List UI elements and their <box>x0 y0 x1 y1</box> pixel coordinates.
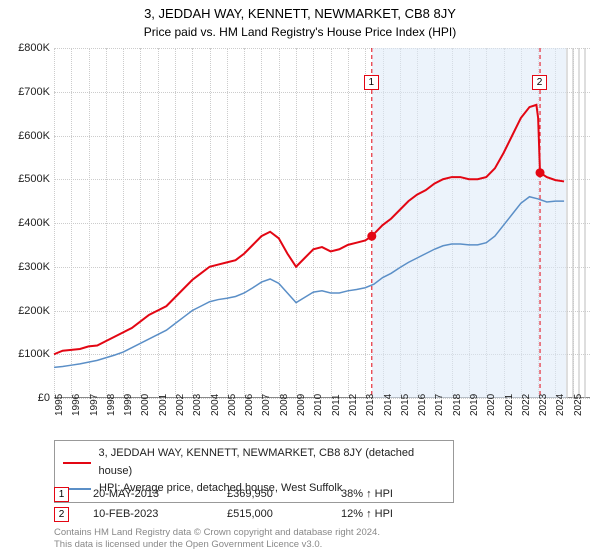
marker-pct: 12% ↑ HPI <box>341 508 451 520</box>
figure-root: 3, JEDDAH WAY, KENNETT, NEWMARKET, CB8 8… <box>0 0 600 560</box>
marker-box-icon: 1 <box>54 487 69 502</box>
legend-label: 3, JEDDAH WAY, KENNETT, NEWMARKET, CB8 8… <box>99 445 445 480</box>
x-tick-label: 2025 <box>573 394 600 416</box>
marker-table: 1 20-MAY-2013 £369,950 38% ↑ HPI 2 10-FE… <box>54 484 451 524</box>
title: 3, JEDDAH WAY, KENNETT, NEWMARKET, CB8 8… <box>0 0 600 21</box>
chart-marker-box: 1 <box>364 75 379 90</box>
y-tick-label: £800K <box>0 42 50 54</box>
legend-row: 3, JEDDAH WAY, KENNETT, NEWMARKET, CB8 8… <box>63 445 445 480</box>
legend-swatch <box>63 462 91 464</box>
chart-marker-box: 2 <box>532 75 547 90</box>
y-tick-label: £300K <box>0 261 50 273</box>
sale-marker-dot <box>536 168 545 177</box>
sale-marker-dot <box>367 232 376 241</box>
marker-price: £369,950 <box>227 488 317 500</box>
series-hpi <box>54 197 564 368</box>
y-tick-label: £200K <box>0 305 50 317</box>
attribution: Contains HM Land Registry data © Crown c… <box>54 527 380 551</box>
series-price_paid <box>54 105 564 354</box>
y-tick-label: £700K <box>0 86 50 98</box>
y-tick-label: £600K <box>0 130 50 142</box>
attribution-line: Contains HM Land Registry data © Crown c… <box>54 527 380 539</box>
marker-price: £515,000 <box>227 508 317 520</box>
marker-pct: 38% ↑ HPI <box>341 488 451 500</box>
y-tick-label: £500K <box>0 173 50 185</box>
attribution-line: This data is licensed under the Open Gov… <box>54 539 380 551</box>
y-tick-label: £100K <box>0 348 50 360</box>
marker-box-icon: 2 <box>54 507 69 522</box>
marker-date: 10-FEB-2023 <box>93 508 203 520</box>
marker-row: 2 10-FEB-2023 £515,000 12% ↑ HPI <box>54 504 451 524</box>
subtitle: Price paid vs. HM Land Registry's House … <box>0 21 600 45</box>
y-tick-label: £0 <box>0 392 50 404</box>
plot-svg <box>54 48 590 398</box>
plot-area: 12 <box>54 48 590 398</box>
marker-date: 20-MAY-2013 <box>93 488 203 500</box>
marker-row: 1 20-MAY-2013 £369,950 38% ↑ HPI <box>54 484 451 504</box>
y-tick-label: £400K <box>0 217 50 229</box>
